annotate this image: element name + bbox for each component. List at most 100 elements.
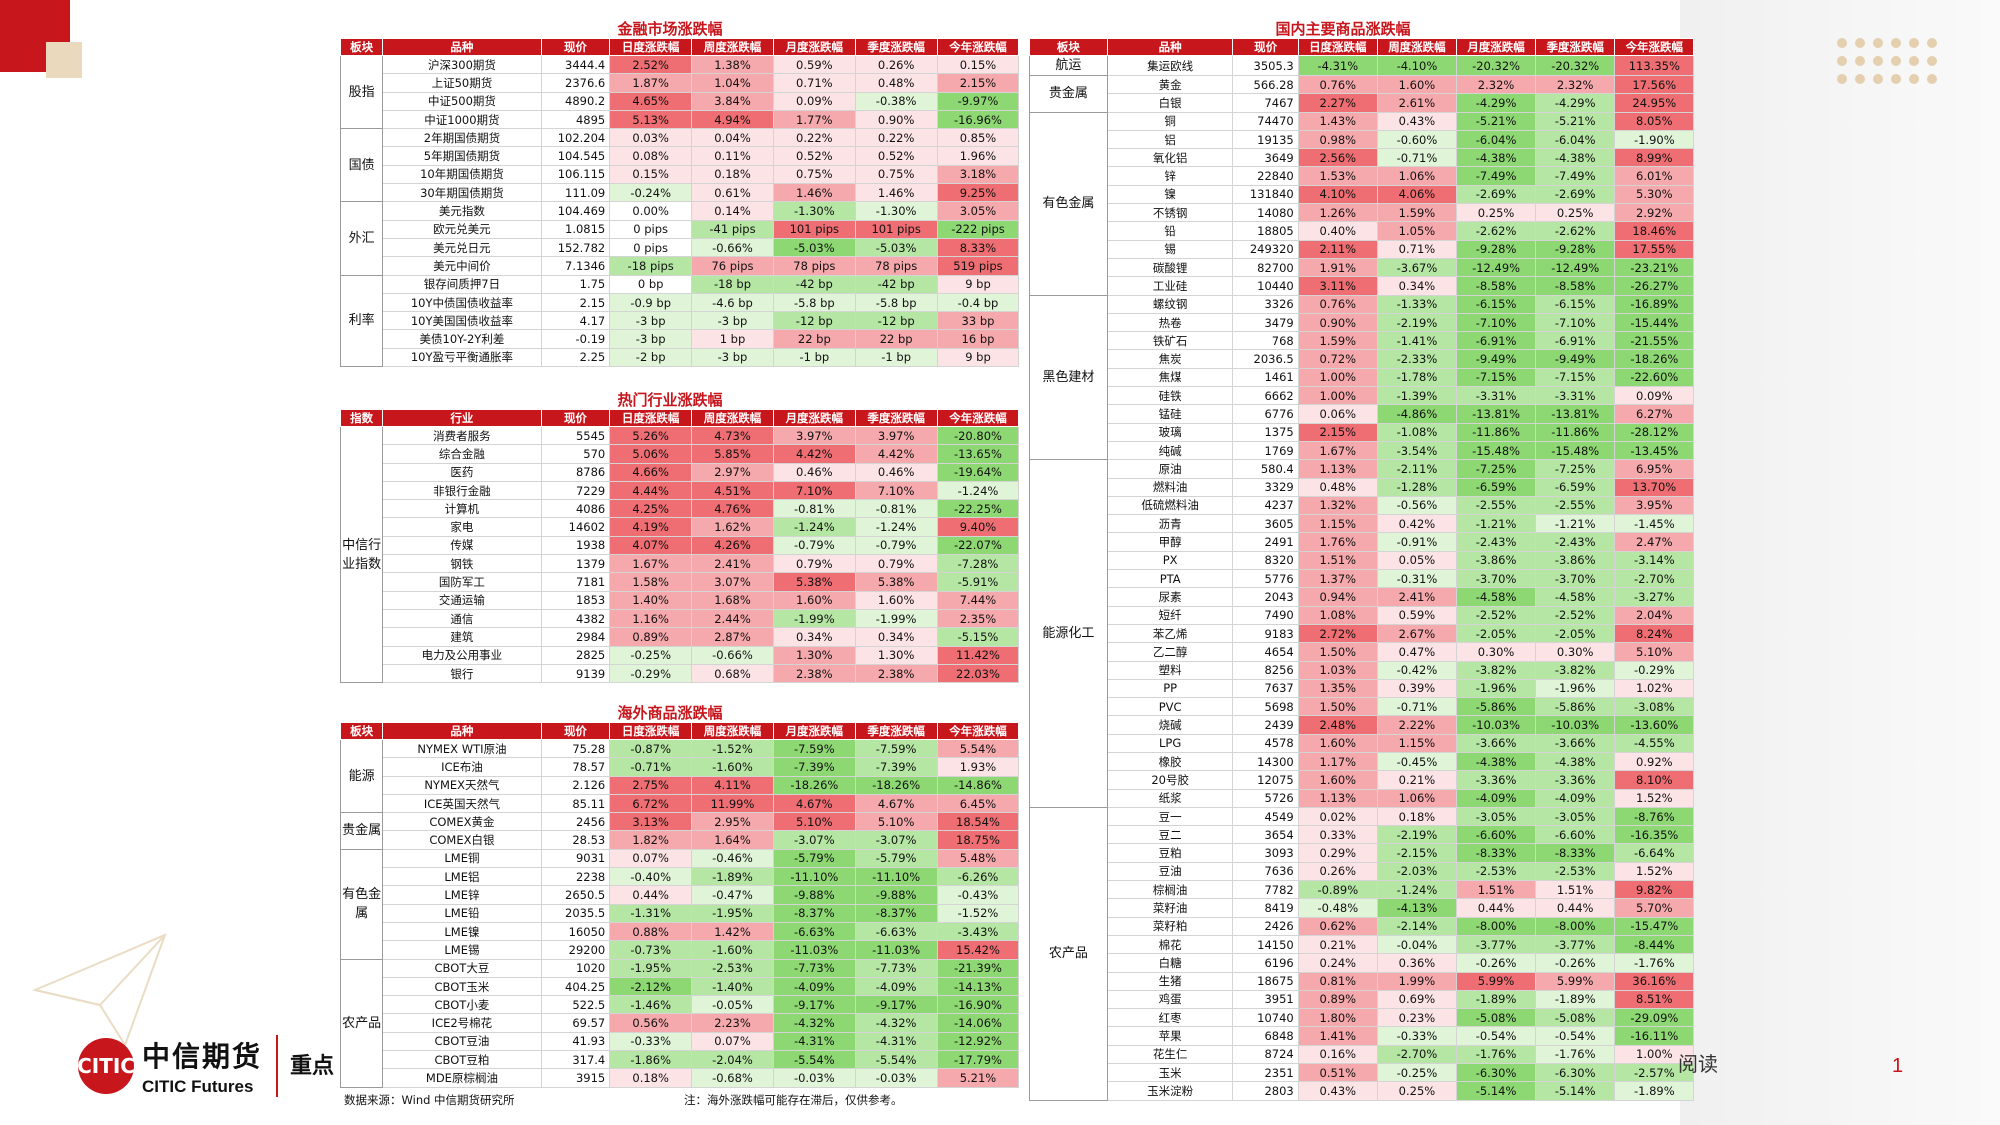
change-cell: 1.60% bbox=[1297, 770, 1378, 790]
change-cell: 1.17% bbox=[1297, 751, 1378, 772]
change-cell: 0.71% bbox=[1376, 239, 1458, 259]
change-cell: -9.49% bbox=[1535, 349, 1616, 369]
change-cell: -0.9 bp bbox=[609, 292, 693, 313]
paper-plane-decoration bbox=[31, 933, 167, 1048]
change-cell: 1.30% bbox=[772, 645, 856, 665]
item-name-cell: 20号胶 bbox=[1106, 770, 1234, 790]
table-row: 镍 131840 4.10% 4.06% -2.69% -2.69% 5.30% bbox=[1030, 184, 1695, 205]
table-row: 玉米淀粉 2803 0.43% 0.25% -5.14% -5.14% -1.89% bbox=[1030, 1081, 1695, 1101]
change-cell: -1.99% bbox=[854, 608, 938, 629]
change-cell: -6.15% bbox=[1455, 294, 1537, 314]
overseas-commodity-table: 板块 品种 现价 日度涨跌幅 周度涨跌幅 月度涨跌幅 季度涨跌幅 今年涨跌幅 能源 NYMEX W… bbox=[339, 722, 1020, 1088]
item-name-cell: 铅 bbox=[1106, 221, 1234, 241]
table-row: CBOT玉米 404.25 -2.12% -1.40% -4.09% -4.09% -14.… bbox=[341, 976, 1020, 997]
item-name-cell: COMEX黄金 bbox=[382, 812, 542, 832]
item-name-cell: LME铝 bbox=[382, 867, 542, 887]
column-header: 品种 bbox=[1106, 38, 1234, 56]
change-cell: 1.40% bbox=[609, 590, 693, 610]
change-cell: -9.88% bbox=[772, 885, 856, 905]
change-cell: -0.89% bbox=[1297, 880, 1378, 900]
change-cell: 1.62% bbox=[691, 517, 774, 537]
table-row: 钢铁 1379 1.67% 2.41% 0.79% 0.79% -7.28% bbox=[341, 554, 1020, 574]
change-cell: -1.95% bbox=[691, 903, 774, 923]
logo-divider bbox=[276, 1035, 279, 1097]
price-cell: 1020 bbox=[540, 958, 611, 978]
change-cell: 2.67% bbox=[1376, 623, 1458, 644]
change-cell: -6.59% bbox=[1455, 477, 1537, 497]
table-row: 低硫燃料油 4237 1.32% -0.56% -2.55% -2.55% 3.95% bbox=[1030, 495, 1695, 516]
item-name-cell: 沪深300期货 bbox=[382, 54, 542, 75]
change-cell: 0.92% bbox=[1614, 751, 1695, 772]
column-header: 季度涨跌幅 bbox=[854, 409, 938, 427]
change-cell: 5.85% bbox=[691, 444, 774, 464]
table-row: 非银行金融 7229 4.44% 4.51% 7.10% 7.10% -1.24% bbox=[341, 480, 1020, 501]
price-cell: 3951 bbox=[1232, 989, 1299, 1010]
change-cell: 0.44% bbox=[1455, 898, 1537, 918]
item-name-cell: 传媒 bbox=[382, 535, 542, 556]
change-cell: -5.03% bbox=[854, 237, 938, 258]
change-cell: -1.89% bbox=[1455, 989, 1537, 1010]
price-cell: 3654 bbox=[1232, 825, 1299, 845]
item-name-cell: 碳酸锂 bbox=[1106, 257, 1234, 278]
change-cell: 9.40% bbox=[936, 517, 1020, 537]
item-name-cell: ICE2号棉花 bbox=[382, 1013, 542, 1033]
sector-group-cell: 农产品 bbox=[1029, 806, 1108, 1101]
change-cell: -13.60% bbox=[1614, 715, 1695, 735]
price-cell: 3505.3 bbox=[1232, 55, 1299, 76]
change-cell: -0.04% bbox=[1376, 934, 1458, 955]
change-cell: 5.10% bbox=[854, 812, 938, 832]
table-row: 花生仁 8724 0.16% -2.70% -1.76% -1.76% 1.00% bbox=[1030, 1044, 1695, 1065]
change-cell: -3.82% bbox=[1535, 660, 1616, 680]
item-name-cell: LME铜 bbox=[382, 848, 542, 869]
price-cell: 2984 bbox=[540, 627, 611, 647]
item-name-cell: CBOT大豆 bbox=[382, 958, 542, 978]
change-cell: -3.77% bbox=[1535, 934, 1616, 955]
column-header: 现价 bbox=[540, 38, 611, 56]
table-row: 欧元兑美元 1.0815 0 pips -41 pips 101 pips 101 pip… bbox=[341, 219, 1020, 239]
change-cell: -0.24% bbox=[609, 183, 693, 203]
change-cell: -1.86% bbox=[609, 1050, 693, 1070]
table-row: COMEX白银 28.53 1.82% 1.64% -3.07% -3.07% 18.75% bbox=[341, 830, 1020, 850]
change-cell: 4.67% bbox=[772, 793, 856, 814]
change-cell: 8.51% bbox=[1614, 989, 1695, 1010]
change-cell: 5.21% bbox=[936, 1068, 1020, 1088]
change-cell: -2.04% bbox=[691, 1050, 774, 1070]
change-cell: 0.46% bbox=[854, 462, 938, 482]
change-cell: -4.55% bbox=[1614, 733, 1695, 753]
change-cell: -0.4 bp bbox=[936, 292, 1020, 313]
change-cell: -4.09% bbox=[1535, 788, 1616, 808]
change-cell: 4.42% bbox=[854, 444, 938, 464]
change-cell: -5.86% bbox=[1535, 697, 1616, 717]
change-cell: 1.51% bbox=[1535, 880, 1616, 900]
change-cell: -5.21% bbox=[1535, 111, 1616, 131]
item-name-cell: 塑料 bbox=[1106, 660, 1234, 680]
change-cell: 11.42% bbox=[936, 645, 1020, 665]
change-cell: 4.06% bbox=[1376, 184, 1458, 205]
change-cell: 3.97% bbox=[854, 425, 938, 446]
item-name-cell: CBOT玉米 bbox=[382, 976, 542, 997]
change-cell: 0 pips bbox=[609, 219, 693, 239]
change-cell: -5.08% bbox=[1535, 1008, 1616, 1028]
change-cell: 0.15% bbox=[609, 164, 693, 185]
change-cell: 0.69% bbox=[1376, 989, 1458, 1010]
item-name-cell: NYMEX WTI原油 bbox=[382, 738, 542, 759]
price-cell: 7467 bbox=[1232, 93, 1299, 113]
change-cell: 1.51% bbox=[1297, 550, 1378, 571]
change-cell: -7.25% bbox=[1535, 459, 1616, 479]
table-row: 家电 14602 4.19% 1.62% -1.24% -1.24% 9.40% bbox=[341, 517, 1020, 537]
change-cell: -0.43% bbox=[936, 885, 1020, 905]
price-cell: 8320 bbox=[1232, 550, 1299, 571]
change-cell: -0.48% bbox=[1297, 898, 1378, 918]
change-cell: 1.60% bbox=[772, 590, 856, 610]
change-cell: -2.43% bbox=[1455, 532, 1537, 552]
change-cell: 0.39% bbox=[1376, 678, 1458, 699]
change-cell: -0.25% bbox=[609, 645, 693, 665]
change-cell: 4.19% bbox=[609, 517, 693, 537]
item-name-cell: 橡胶 bbox=[1106, 751, 1234, 772]
change-cell: -0.26% bbox=[1455, 953, 1537, 973]
item-name-cell: 中证500期货 bbox=[382, 91, 542, 111]
change-cell: -2.70% bbox=[1614, 569, 1695, 589]
change-cell: -8.00% bbox=[1535, 916, 1616, 936]
change-cell: -1.39% bbox=[1376, 386, 1458, 406]
price-cell: 6662 bbox=[1232, 386, 1299, 406]
